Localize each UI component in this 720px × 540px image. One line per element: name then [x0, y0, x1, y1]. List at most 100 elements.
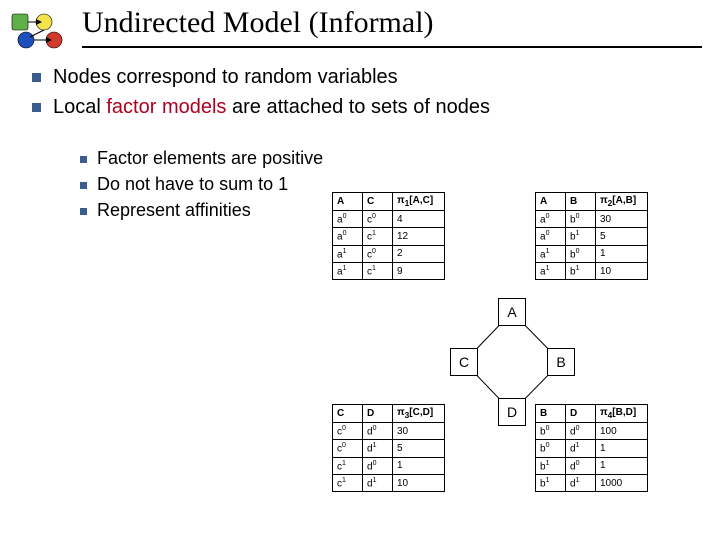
bullet-factor-models: Local factor models are attached to sets…: [32, 96, 490, 119]
table-cell: d1: [363, 440, 393, 457]
table-cell: a0: [333, 211, 363, 228]
sub-bullet-text: Represent affinities: [97, 200, 251, 220]
table-header-pi: π1[A,C]: [393, 193, 445, 211]
table-cell: 9: [393, 262, 445, 279]
table-header-pi: π4[B,D]: [596, 405, 648, 423]
table-cell: 12: [393, 228, 445, 245]
sub-bullet-text: Do not have to sum to 1: [97, 174, 288, 194]
table-cell: c1: [333, 457, 363, 474]
table-cell: 1: [393, 457, 445, 474]
table-cell: 2: [393, 245, 445, 262]
table-cell: c0: [363, 211, 393, 228]
table-header: D: [363, 405, 393, 423]
table-header: A: [333, 193, 363, 211]
graph-node-a: A: [498, 298, 526, 326]
sub-bullet-text: Factor elements are positive: [97, 148, 323, 168]
title-underline: [82, 46, 702, 48]
table-cell: d0: [566, 457, 596, 474]
table-row: b0d0100: [536, 423, 648, 440]
sub-bullet-affinities: Represent affinities: [80, 200, 251, 221]
factor-table-ab: ABπ2[A,B]a0b030a0b15a1b01a1b110: [535, 192, 648, 280]
bullet-square-icon: [80, 156, 87, 163]
table-cell: 1000: [596, 474, 648, 491]
table-row: c0d15: [333, 440, 445, 457]
table-cell: b1: [566, 228, 596, 245]
table-cell: d1: [566, 440, 596, 457]
table-row: b0d11: [536, 440, 648, 457]
table-cell: a1: [536, 245, 566, 262]
table-row: a0b15: [536, 228, 648, 245]
table-row: c1d110: [333, 474, 445, 491]
table-cell: b0: [566, 211, 596, 228]
table-cell: c0: [333, 440, 363, 457]
bullet-text-post: are attached to sets of nodes: [226, 96, 490, 118]
table-row: a1b01: [536, 245, 648, 262]
table-cell: b0: [536, 440, 566, 457]
table-header-pi: π3[C,D]: [393, 405, 445, 423]
table-cell: c1: [363, 262, 393, 279]
table-cell: b0: [566, 245, 596, 262]
graph-node-c: C: [450, 348, 478, 376]
table-header: B: [566, 193, 596, 211]
table-row: a1b110: [536, 262, 648, 279]
table-header: C: [363, 193, 393, 211]
graph-node-d: D: [498, 398, 526, 426]
table-cell: a1: [333, 262, 363, 279]
table-cell: d0: [363, 457, 393, 474]
table-cell: 10: [393, 474, 445, 491]
table-cell: b0: [536, 423, 566, 440]
bullet-square-icon: [32, 103, 41, 112]
table-cell: a0: [536, 211, 566, 228]
table-row: b1d11000: [536, 474, 648, 491]
factor-table-cd: CDπ3[C,D]c0d030c0d15c1d01c1d110: [332, 404, 445, 492]
bullet-text: Nodes correspond to random variables: [53, 66, 398, 88]
factor-table-ac: ACπ1[A,C]a0c04a0c112a1c02a1c19: [332, 192, 445, 280]
table-cell: c1: [333, 474, 363, 491]
table-row: a0c112: [333, 228, 445, 245]
bullet-text-pre: Local: [53, 96, 106, 118]
bullet-square-icon: [80, 208, 87, 215]
table-cell: c0: [363, 245, 393, 262]
table-cell: 30: [596, 211, 648, 228]
table-row: c0d030: [333, 423, 445, 440]
bullet-square-icon: [80, 182, 87, 189]
table-row: b1d01: [536, 457, 648, 474]
bullet-square-icon: [32, 73, 41, 82]
graph-node-b: B: [547, 348, 575, 376]
table-cell: a1: [536, 262, 566, 279]
sub-bullet-sum: Do not have to sum to 1: [80, 174, 288, 195]
table-cell: 30: [393, 423, 445, 440]
bullet-text-accent: factor models: [106, 96, 226, 118]
table-cell: 1: [596, 245, 648, 262]
table-cell: 1: [596, 440, 648, 457]
table-cell: 5: [596, 228, 648, 245]
table-header: C: [333, 405, 363, 423]
table-row: c1d01: [333, 457, 445, 474]
table-cell: d0: [363, 423, 393, 440]
table-cell: d0: [566, 423, 596, 440]
table-cell: 100: [596, 423, 648, 440]
table-cell: c0: [333, 423, 363, 440]
table-row: a1c19: [333, 262, 445, 279]
table-header: B: [536, 405, 566, 423]
table-header: A: [536, 193, 566, 211]
table-cell: 10: [596, 262, 648, 279]
slide-title: Undirected Model (Informal): [82, 6, 434, 40]
table-row: a0c04: [333, 211, 445, 228]
table-cell: b1: [566, 262, 596, 279]
table-row: a1c02: [333, 245, 445, 262]
bullet-nodes: Nodes correspond to random variables: [32, 66, 398, 89]
table-cell: 1: [596, 457, 648, 474]
table-cell: d1: [566, 474, 596, 491]
table-cell: c1: [363, 228, 393, 245]
factor-table-bd: BDπ4[B,D]b0d0100b0d11b1d01b1d11000: [535, 404, 648, 492]
table-cell: a0: [536, 228, 566, 245]
table-row: a0b030: [536, 211, 648, 228]
table-cell: a0: [333, 228, 363, 245]
table-header: D: [566, 405, 596, 423]
sub-bullet-positive: Factor elements are positive: [80, 148, 323, 169]
logo-icon: [10, 10, 70, 50]
table-cell: b1: [536, 474, 566, 491]
table-cell: 5: [393, 440, 445, 457]
table-header-pi: π2[A,B]: [596, 193, 648, 211]
